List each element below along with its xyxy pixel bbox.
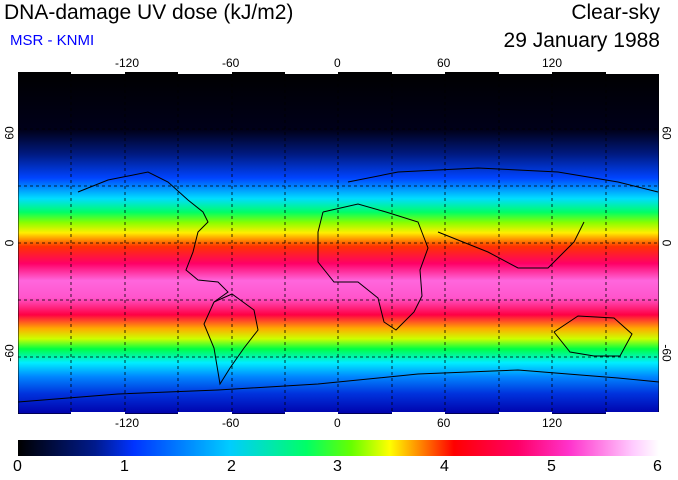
uv-dose-map xyxy=(18,72,659,414)
lat-tick-right-m60: -60 xyxy=(659,344,674,362)
lon-tick-top-60: 60 xyxy=(437,56,451,70)
north-america-coast xyxy=(77,171,229,303)
sky-condition: Clear-sky xyxy=(571,1,660,24)
lon-tick-bottom-0: 0 xyxy=(334,416,341,430)
map-date: 29 January 1988 xyxy=(503,29,660,52)
lon-tick-bottom-60: 60 xyxy=(437,416,451,430)
graticule xyxy=(18,72,659,414)
colorbar xyxy=(18,440,659,456)
lon-tick-bottom-m120: -120 xyxy=(115,416,140,430)
lon-tick-top-m120: -120 xyxy=(115,56,140,70)
lon-tick-bottom-m60: -60 xyxy=(222,416,240,430)
colorbar-label-3: 3 xyxy=(333,458,342,475)
eurasia-coast xyxy=(347,167,659,269)
colorbar-label-0: 0 xyxy=(13,458,22,475)
colorbar-label-6: 6 xyxy=(653,458,662,475)
antarctica-coast xyxy=(18,369,659,403)
lon-tick-bottom-120: 120 xyxy=(542,416,563,430)
map-frame xyxy=(18,72,659,414)
south-america-coast xyxy=(203,293,259,386)
map-title: DNA-damage UV dose (kJ/m2) xyxy=(4,1,294,24)
africa-coast xyxy=(317,203,429,331)
coastlines xyxy=(18,167,659,403)
colorbar-label-2: 2 xyxy=(227,458,236,475)
lat-tick-left-0: 0 xyxy=(2,239,17,247)
colorbar-label-4: 4 xyxy=(440,458,449,475)
australia-coast xyxy=(553,315,633,357)
lon-tick-top-m60: -60 xyxy=(222,56,240,70)
map-subtitle: MSR - KNMI xyxy=(10,32,95,49)
lat-tick-right-0: 0 xyxy=(659,239,674,247)
colorbar-label-1: 1 xyxy=(120,458,129,475)
lon-tick-top-0: 0 xyxy=(334,56,341,70)
colorbar-label-5: 5 xyxy=(547,458,556,475)
lon-tick-top-120: 120 xyxy=(542,56,563,70)
lat-tick-left-m60: -60 xyxy=(2,344,17,362)
lat-tick-right-60: 60 xyxy=(659,126,674,140)
lat-tick-left-60: 60 xyxy=(2,126,17,140)
